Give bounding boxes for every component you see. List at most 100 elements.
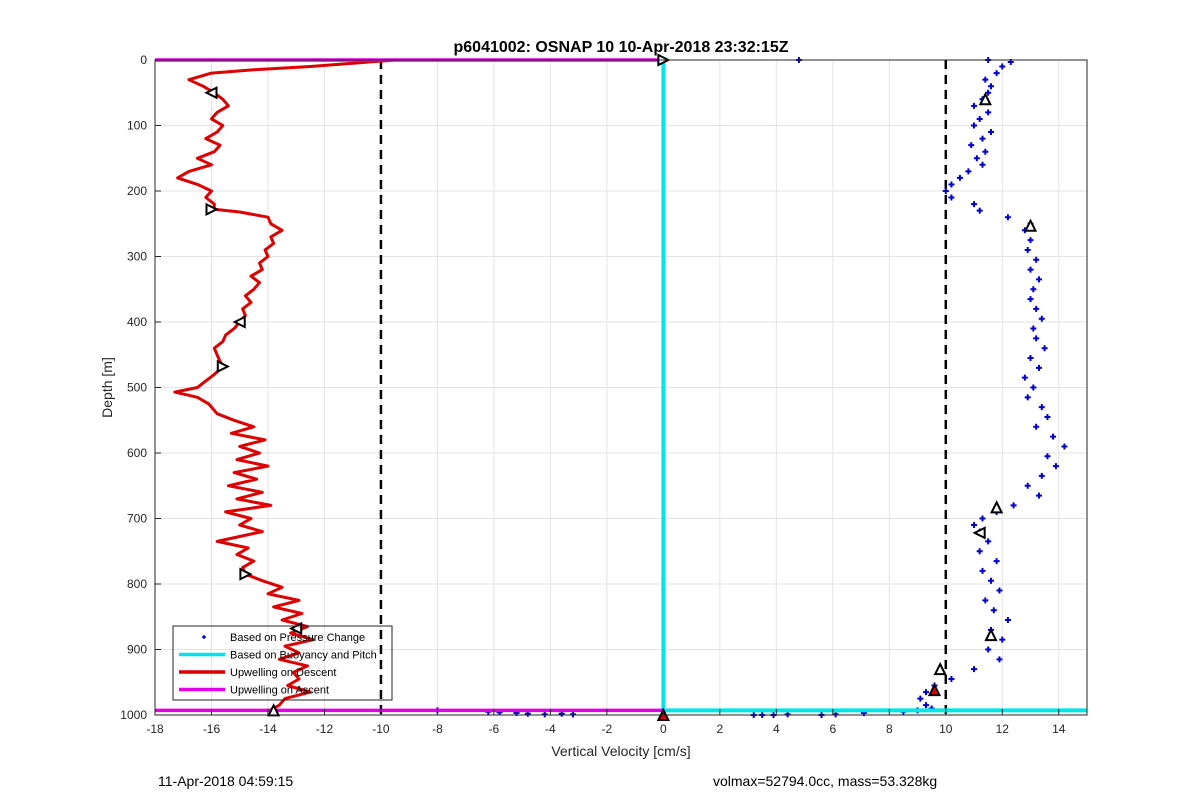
- x-tick-label: -2: [602, 722, 613, 736]
- pressure-change-point: [923, 689, 930, 696]
- pressure-change-point: [569, 711, 576, 718]
- pressure-change-point: [985, 538, 992, 545]
- legend-entry-label: Upwelling on Descent: [230, 667, 336, 679]
- legend-box: [172, 625, 393, 701]
- pressure-change-point: [990, 607, 997, 614]
- pressure-change-point: [1024, 246, 1031, 253]
- data-markers: [204, 53, 1038, 721]
- pressure-change-point: [1030, 286, 1037, 293]
- y-tick-label: 500: [127, 381, 147, 395]
- x-tick-label: 6: [829, 722, 836, 736]
- reference-lines: [379, 60, 948, 715]
- y-tick-label: 0: [140, 53, 147, 67]
- legend-entry-label: Upwelling on Ascent: [230, 685, 329, 697]
- triangle-marker: [927, 682, 942, 697]
- pressure-change-point: [968, 142, 975, 149]
- pressure-change-point: [1038, 404, 1045, 411]
- triangle-marker: [232, 315, 246, 329]
- pressure-change-point: [1050, 433, 1057, 440]
- pressure-change-point: [979, 135, 986, 142]
- y-tick-label: 1000: [120, 708, 147, 722]
- y-tick-label: 800: [127, 577, 147, 591]
- y-tick-label: 900: [127, 643, 147, 657]
- x-tick-label: -16: [203, 722, 221, 736]
- pressure-change-point: [1004, 214, 1011, 221]
- triangle-marker: [978, 92, 992, 106]
- pressure-change-point: [1027, 266, 1034, 273]
- pressure-change-point: [948, 194, 955, 201]
- pressure-change-point: [1024, 394, 1031, 401]
- pressure-change-point: [541, 711, 548, 718]
- pressure-change-point: [1052, 463, 1059, 470]
- pressure-change-point: [993, 70, 1000, 77]
- series-upwelling-on-descent: [173, 58, 396, 712]
- pressure-change-point: [1033, 305, 1040, 312]
- pressure-change-point: [1027, 237, 1034, 244]
- footer-timestamp: 11-Apr-2018 04:59:15: [158, 773, 294, 789]
- pressure-change-point: [942, 188, 949, 194]
- x-tick-label: -12: [316, 722, 334, 736]
- pressure-change-point: [1035, 364, 1042, 371]
- pressure-change-point: [1038, 472, 1045, 479]
- pressure-change-point: [1004, 617, 1011, 624]
- x-tick-label: -14: [259, 722, 277, 736]
- legend: Based on Pressure Change Based on Buoyanc…: [172, 625, 393, 701]
- pressure-change-point: [979, 161, 986, 168]
- x-tick-label: -4: [545, 722, 556, 736]
- pressure-change-point: [996, 587, 1003, 594]
- triangle-marker: [1023, 218, 1038, 232]
- pressure-change-point: [993, 558, 1000, 565]
- footer-volmax-mass: volmax=52794.0cc, mass=53.328kg: [713, 773, 938, 789]
- pressure-change-point: [1035, 492, 1042, 499]
- pressure-change-point: [971, 201, 978, 208]
- pressure-change-point: [1030, 384, 1037, 391]
- triangle-marker: [933, 661, 947, 676]
- series-pressure-change: [795, 57, 1068, 712]
- pressure-change-point: [1030, 325, 1037, 332]
- pressure-change-point: [1061, 443, 1068, 450]
- pressure-change-point: [999, 636, 1006, 643]
- legend-symbol-dot: [202, 635, 206, 639]
- pressure-change-point: [971, 666, 978, 673]
- pressure-change-point: [976, 115, 983, 122]
- triangle-marker: [239, 567, 253, 581]
- pressure-change-point: [979, 567, 986, 574]
- pressure-change-point: [948, 181, 955, 188]
- pressure-change-point: [1033, 423, 1040, 430]
- triangle-marker: [204, 86, 218, 100]
- pressure-change-point: [973, 155, 980, 162]
- pressure-change-point: [987, 577, 994, 584]
- triangle-marker: [216, 359, 231, 374]
- pressure-change-point: [979, 515, 986, 522]
- x-tick-label: -18: [146, 722, 164, 736]
- triangle-marker: [990, 500, 1004, 514]
- pressure-change-point: [999, 63, 1006, 70]
- y-tick-label: 100: [127, 119, 147, 133]
- pressure-change-point: [987, 129, 994, 136]
- x-tick-label: 14: [1052, 722, 1066, 736]
- pressure-change-point: [976, 207, 983, 214]
- x-tick-label: 2: [717, 722, 724, 736]
- x-tick-label: -6: [489, 722, 500, 736]
- pressure-change-point: [1041, 345, 1048, 352]
- pressure-change-point: [976, 548, 983, 555]
- pressure-change-point: [1044, 453, 1051, 460]
- pressure-change-point: [971, 102, 978, 109]
- pressure-change-point: [923, 702, 930, 709]
- y-tick-label: 200: [127, 184, 147, 198]
- pressure-change-point: [996, 656, 1003, 663]
- pressure-change-point: [971, 122, 978, 129]
- pressure-change-point: [985, 109, 992, 116]
- pressure-change-point: [965, 168, 972, 175]
- pressure-change-point: [982, 597, 989, 604]
- pressure-change-point: [1024, 482, 1031, 489]
- x-tick-label: -10: [372, 722, 390, 736]
- pressure-change-point: [1021, 374, 1028, 381]
- pressure-change-point: [1010, 502, 1017, 509]
- x-tick-label: 8: [886, 722, 893, 736]
- y-tick-label: 400: [127, 315, 147, 329]
- y-tick-label: 300: [127, 250, 147, 264]
- y-tick-label: 700: [127, 512, 147, 526]
- pressure-change-point: [1027, 296, 1034, 303]
